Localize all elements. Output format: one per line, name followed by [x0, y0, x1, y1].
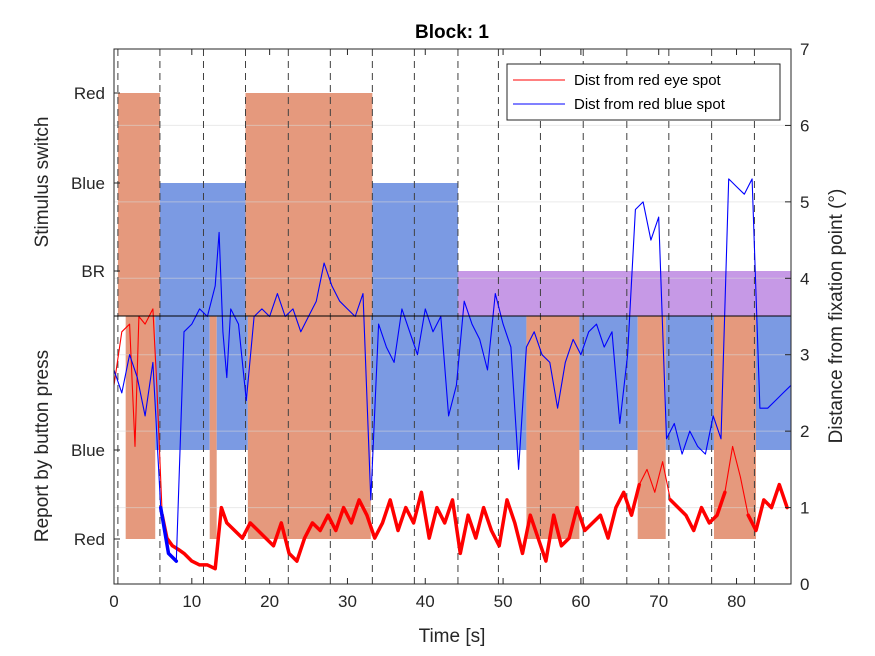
report-band-3	[216, 316, 248, 450]
stimulus-band-2	[245, 93, 373, 316]
legend-label-blue: Dist from red blue spot	[574, 96, 726, 113]
right-tick-label-5: 5	[800, 193, 809, 212]
stimulus-band-0	[117, 93, 160, 316]
right-tick-label-7: 7	[800, 40, 809, 59]
right-tick-label-4: 4	[800, 269, 809, 288]
legend-label-red: Dist from red eye spot	[574, 72, 722, 89]
report-band-2	[209, 316, 217, 539]
right-tick-label-2: 2	[800, 422, 809, 441]
series-reported-0	[160, 482, 789, 571]
x-tick-label-1: 10	[182, 592, 201, 611]
left-tick-label-stim-red: Red	[74, 84, 105, 103]
report-band-4	[247, 316, 371, 539]
report-band-6	[526, 316, 580, 539]
series-lines	[114, 178, 791, 571]
right-tick-label-0: 0	[800, 575, 809, 594]
report-band-11	[755, 316, 791, 450]
left-tick-label-report-red: Red	[74, 530, 105, 549]
right-tick-label-1: 1	[800, 499, 809, 518]
left-tick-label-stim-br: BR	[81, 262, 105, 281]
series-line-1	[114, 178, 791, 562]
stimulus-band-1	[159, 183, 246, 316]
left-axis-label-report: Report by button press	[32, 350, 53, 542]
left-axis-label-stimulus: Stimulus switch	[32, 117, 53, 248]
plot-frame	[113, 48, 792, 585]
right-tick-label-3: 3	[800, 346, 809, 365]
x-tick-label-3: 30	[338, 592, 357, 611]
legend: Dist from red eye spot Dist from red blu…	[506, 63, 781, 121]
stimulus-band-4	[457, 271, 791, 316]
right-tick-label-6: 6	[800, 116, 809, 135]
left-tick-label-report-blue: Blue	[71, 441, 105, 460]
left-tick-label-stim-blue: Blue	[71, 174, 105, 193]
stimulus-band-3	[372, 183, 458, 316]
x-tick-label-0: 0	[109, 592, 118, 611]
x-tick-label-5: 50	[494, 592, 513, 611]
x-tick-label-8: 80	[727, 592, 746, 611]
x-tick-label-6: 60	[571, 592, 590, 611]
report-band-5	[370, 316, 527, 450]
x-tick-label-7: 70	[649, 592, 668, 611]
x-tick-label-4: 40	[416, 592, 435, 611]
left-axis-ticks: Red Blue BR Blue Red	[71, 84, 120, 549]
legend-box	[506, 63, 781, 121]
x-axis-label: Time [s]	[419, 626, 486, 647]
report-band-8	[637, 316, 666, 539]
report-band-9	[665, 316, 714, 450]
x-axis-ticks: 0 10 20 30 40 50 60 70 80	[109, 49, 746, 611]
right-axis-label: Distance from fixation point (°)	[826, 189, 847, 444]
report-band-0	[125, 316, 156, 539]
chart-title: Block: 1	[415, 22, 489, 43]
right-axis-ticks: 0 1 2 3 4 5 6 7	[785, 40, 809, 594]
state-bands	[117, 93, 791, 539]
x-tick-label-2: 20	[260, 592, 279, 611]
